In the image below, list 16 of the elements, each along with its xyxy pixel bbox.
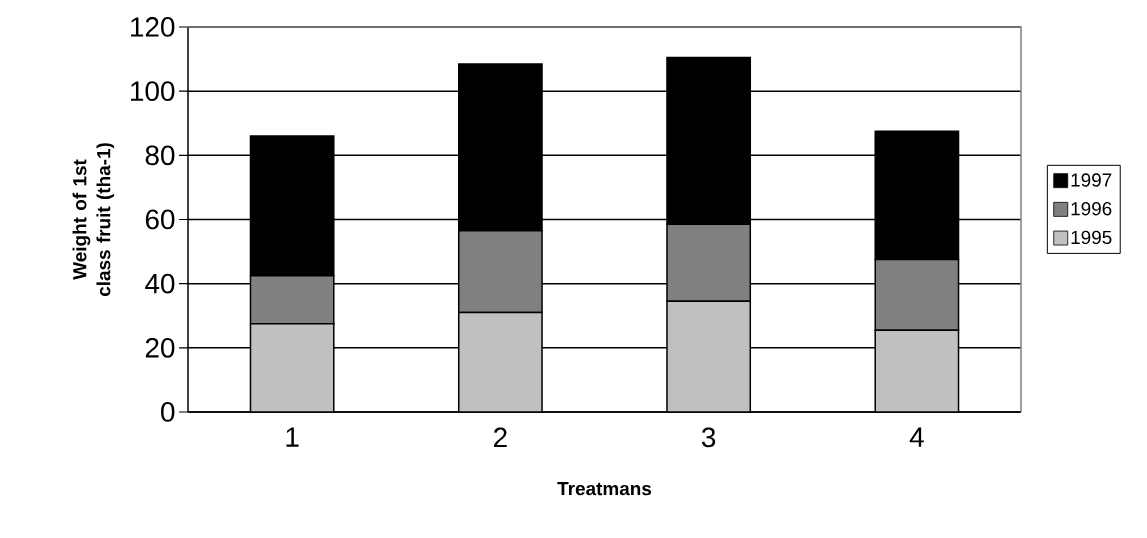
y-tick-label: 100	[131, 81, 175, 102]
x-axis-title: Treatmans	[557, 482, 652, 496]
y-tick-label: 0	[161, 402, 175, 422]
legend-label: 1997	[1071, 173, 1112, 187]
y-tick-label: 20	[145, 337, 175, 358]
x-tick-label: 1	[286, 427, 299, 447]
y-tick-label: 80	[145, 145, 175, 166]
x-tick-label: 3	[701, 427, 716, 448]
y-tick-label: 60	[145, 209, 175, 230]
y-tick-label: 120	[131, 17, 175, 37]
x-tick-label: 4	[909, 427, 924, 447]
legend-label: 1995	[1071, 230, 1112, 245]
y-axis-title: Weight of 1st class fruit (tha-1)	[72, 143, 115, 297]
x-tick-label: 2	[494, 427, 507, 447]
legend-label: 1996	[1071, 202, 1112, 216]
y-tick-label: 40	[145, 273, 175, 294]
